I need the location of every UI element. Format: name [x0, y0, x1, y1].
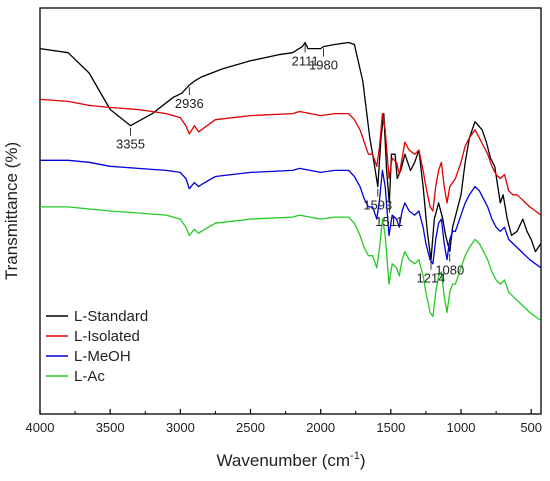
- peak-annotation: 1080: [435, 263, 464, 278]
- peak-annotation: 2936: [175, 96, 204, 111]
- x-tick-label: 4000: [26, 420, 55, 435]
- legend-label: L-MeOH: [74, 348, 131, 365]
- peak-annotation: 3355: [116, 137, 145, 152]
- x-axis-title-close: ): [360, 451, 366, 470]
- peak-annotation: 1214: [417, 271, 446, 286]
- x-tick-label: 3500: [96, 420, 125, 435]
- y-axis-title: Transmittance (%): [2, 142, 21, 280]
- peak-annotation: 1980: [309, 58, 338, 73]
- legend: L-Standard L-Isolated L-MeOH L-Ac: [46, 308, 148, 385]
- legend-label: L-Ac: [74, 368, 105, 385]
- x-axis-ticks: 4000 3500 3000 2500 2000 1500 1000 500: [26, 409, 542, 435]
- series-line-l-ac: [40, 206, 542, 322]
- x-tick-label: 1000: [447, 420, 476, 435]
- series-line-l-meoh: [40, 159, 542, 269]
- peak-annotation: 2111: [292, 54, 319, 69]
- peak-annotation: 1511: [375, 214, 403, 229]
- plot-frame: [39, 7, 542, 415]
- x-axis-title-sup: -1: [350, 450, 360, 462]
- x-tick-label: 1500: [376, 420, 405, 435]
- series-layer: [39, 41, 542, 322]
- x-tick-label: 3000: [166, 420, 195, 435]
- legend-label: L-Isolated: [74, 328, 140, 345]
- x-axis-title: Wavenumber (cm-1): [217, 450, 366, 470]
- x-tick-label: 2000: [306, 420, 335, 435]
- x-tick-label: 500: [520, 420, 542, 435]
- peak-annotation: 1593: [363, 198, 392, 213]
- series-line-l-standard: [39, 41, 542, 261]
- x-axis-title-main: Wavenumber (cm: [217, 451, 351, 470]
- x-tick-label: 2500: [236, 420, 265, 435]
- series-line-l-isolated: [39, 98, 542, 216]
- legend-label: L-Standard: [74, 308, 148, 325]
